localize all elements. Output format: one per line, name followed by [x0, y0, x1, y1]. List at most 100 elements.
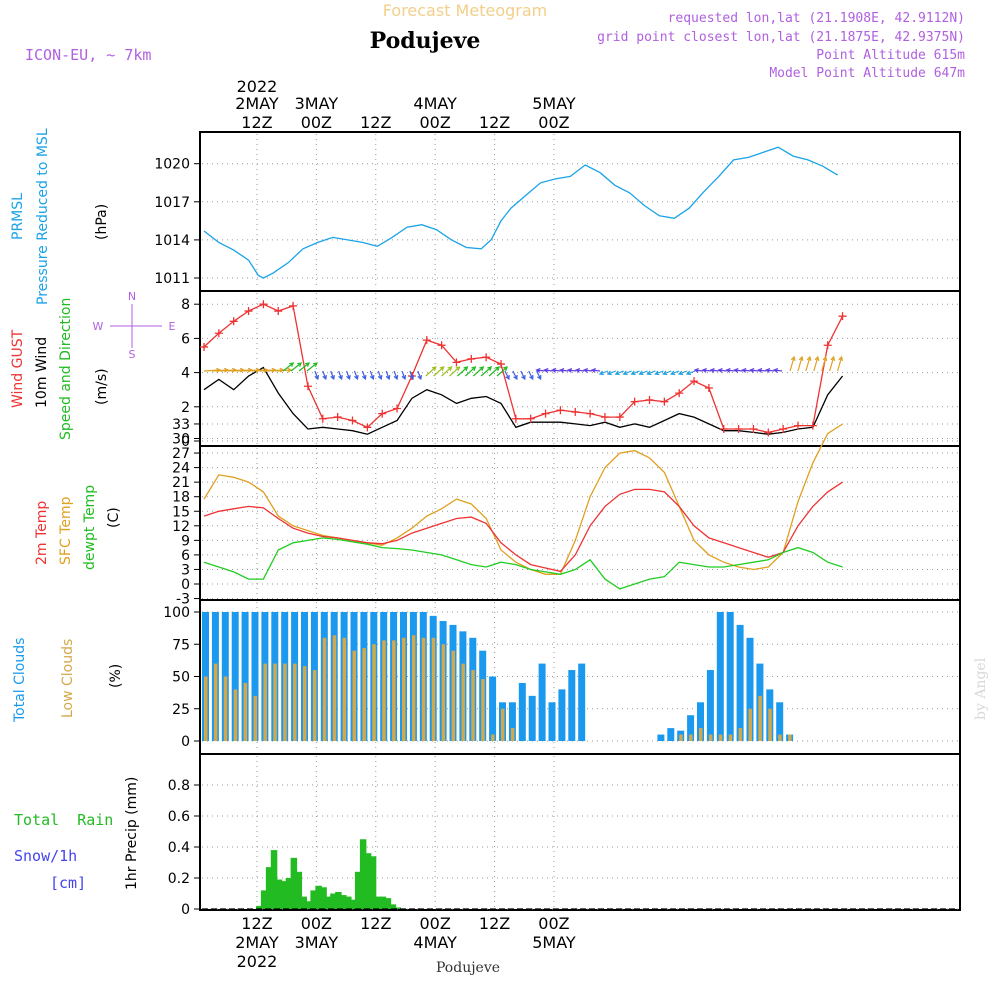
t2m-line	[203, 481, 843, 573]
total-cloud-bar-37	[568, 670, 576, 741]
info-line-4: Model Point Altitude 647m	[769, 66, 965, 81]
wind-tick-label-0: 0	[181, 434, 190, 450]
precip-bars-layer	[255, 839, 402, 909]
wind-arrow-39	[512, 370, 518, 381]
wind-10m-label: 10m Wind	[34, 337, 50, 408]
top-time-label-3-1: 00Z	[420, 113, 451, 132]
temp-unit: (C)	[106, 507, 122, 528]
low-cloud-bar-25	[451, 650, 455, 741]
total-cloud-bar-51	[706, 670, 714, 741]
low-cloud-bar-54	[738, 728, 743, 741]
low-cloud-bar-12	[322, 637, 327, 741]
gust-marker	[541, 409, 550, 418]
gust-marker	[422, 336, 431, 345]
low-cloud-bar-22	[421, 637, 426, 741]
markers-layer	[200, 300, 847, 437]
rain-bar-14	[270, 850, 278, 909]
precip-axis-label: 1hr Precip (mm)	[124, 777, 140, 890]
gust-marker	[823, 341, 832, 350]
wind-arrow-44	[543, 367, 553, 373]
total-cloud-bar-33	[528, 695, 536, 741]
temp-tick-label-4: 9	[181, 533, 190, 549]
rain-bar-27	[335, 891, 342, 909]
low-cloud-bar-1	[213, 663, 218, 741]
wind-arrow-27	[417, 370, 422, 381]
top-time-label-2-0: 12Z	[360, 113, 391, 132]
total-cloud-bar-46	[657, 734, 665, 741]
total-cloud-bar-34	[538, 663, 546, 741]
total-cloud-bar-29	[489, 676, 497, 741]
sfc-temp-line	[203, 423, 843, 575]
low-cloud-bar-24	[441, 644, 446, 741]
pressure-label-sub: Pressure Reduced to MSL	[35, 128, 51, 305]
wind-arrow-38	[504, 370, 510, 381]
low-cloud-bar-31	[510, 728, 515, 741]
temp-tick-label-10: 27	[172, 446, 190, 462]
wind-arrow-24	[393, 370, 399, 381]
rain-bar-29	[345, 896, 352, 909]
wind-arrow-14	[314, 370, 320, 381]
temp-tick-label-6: 15	[172, 504, 190, 520]
wind-arrow-26	[409, 370, 415, 381]
wind-arrow-12	[298, 362, 311, 372]
gust-marker	[318, 414, 327, 423]
pressure-panel-frame	[199, 131, 961, 292]
rain-bar-39	[394, 907, 402, 909]
wind-arrow-64	[701, 367, 711, 373]
wind-tick-label-1: 2	[181, 400, 190, 416]
wind-arrow-73	[772, 367, 783, 373]
compass-rose: N S W E	[93, 290, 176, 361]
precip-tick-label-3: 0.6	[168, 809, 190, 825]
precip-panel-frame	[199, 753, 961, 911]
rain-bar-16	[280, 881, 288, 909]
wind-arrow-54	[622, 370, 632, 376]
top-time-label-1-1: 00Z	[301, 113, 332, 132]
wind-arrow-11	[290, 362, 303, 372]
gust-marker	[363, 423, 372, 432]
rain-bar-30	[350, 899, 357, 909]
clouds-tick-label-1: 25	[172, 702, 190, 718]
grid-layer	[194, 134, 958, 910]
wind-arrow-55	[630, 370, 640, 376]
total-cloud-bar-35	[548, 702, 556, 741]
gust-marker	[571, 407, 580, 416]
low-cloud-bar-56	[758, 695, 762, 741]
bottom-time-label-1-1: 3MAY	[295, 933, 339, 952]
info-line-1: requested lon,lat (21.1908E, 42.9112N)	[668, 11, 965, 26]
rain-bar-24	[320, 887, 327, 909]
wind-arrow-16	[330, 370, 335, 381]
low-cloud-bar-50	[699, 728, 703, 741]
gust-marker	[838, 312, 847, 321]
gust-marker	[675, 389, 684, 398]
top-time-label-3-0: 4MAY	[413, 94, 457, 113]
top-time-label-0-2: 12Z	[241, 113, 272, 132]
wind-arrow-48	[574, 367, 585, 373]
wind-arrow-41	[528, 370, 534, 381]
low-cloud-bar-9	[293, 663, 297, 741]
wind-arrow-36	[488, 366, 501, 377]
wind-arrow-46	[559, 367, 569, 373]
gust-marker	[586, 409, 595, 418]
low-cloud-bar-17	[372, 644, 376, 741]
total-cloud-bar-38	[578, 663, 586, 741]
wind-arrow-62	[685, 370, 696, 376]
gust-marker	[393, 404, 402, 413]
top-time-label-0-1: 2MAY	[235, 94, 279, 113]
snow-label: Snow/1h	[14, 847, 77, 865]
wind-arrow-69	[741, 367, 751, 373]
bottom-time-label-3-1: 4MAY	[413, 933, 457, 952]
rain-bar-25	[325, 896, 332, 909]
wind-tick-label-4: 8	[181, 297, 190, 313]
wind-arrow-57	[646, 370, 656, 376]
temp-tick-label-7: 18	[172, 490, 190, 506]
total-cloud-bar-36	[558, 689, 566, 741]
precip-tick-label-2: 0.4	[168, 840, 190, 856]
total-cloud-bar-52	[716, 612, 724, 741]
clouds-tick-label-0: 0	[181, 734, 190, 750]
wind-arrow-75	[797, 355, 804, 372]
gust-marker	[259, 300, 268, 309]
rain-bar-12	[260, 890, 268, 909]
rain-bar-36	[379, 896, 387, 909]
